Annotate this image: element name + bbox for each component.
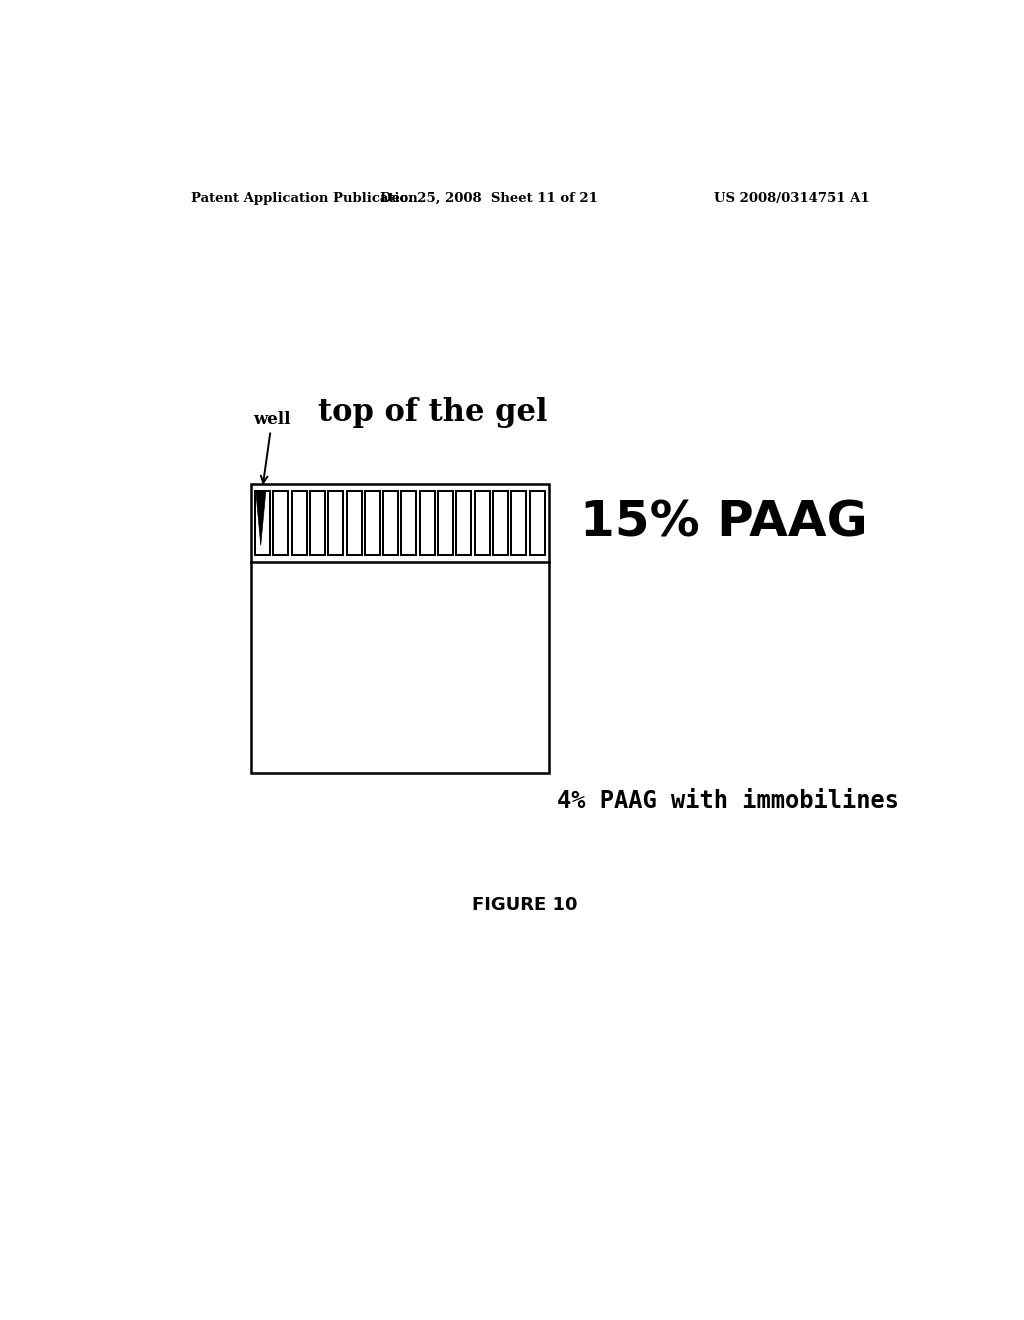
- Bar: [255, 491, 270, 554]
- Text: top of the gel: top of the gel: [318, 397, 548, 428]
- Bar: [493, 491, 508, 554]
- Bar: [457, 491, 471, 554]
- Bar: [346, 491, 361, 554]
- Bar: [310, 491, 325, 554]
- Bar: [420, 491, 435, 554]
- Text: 4% PAAG with immobilines: 4% PAAG with immobilines: [557, 788, 898, 813]
- Text: US 2008/0314751 A1: US 2008/0314751 A1: [715, 191, 870, 205]
- Bar: [529, 491, 545, 554]
- Bar: [292, 491, 306, 554]
- Text: Patent Application Publication: Patent Application Publication: [191, 191, 418, 205]
- Bar: [438, 491, 453, 554]
- Bar: [475, 491, 489, 554]
- Bar: [383, 491, 398, 554]
- Bar: [273, 491, 289, 554]
- Text: well: well: [253, 411, 291, 483]
- Polygon shape: [256, 491, 266, 545]
- Bar: [511, 491, 526, 554]
- Bar: [401, 491, 417, 554]
- Text: FIGURE 10: FIGURE 10: [472, 896, 578, 915]
- Bar: [329, 491, 343, 554]
- Bar: [251, 483, 549, 774]
- Text: Dec. 25, 2008  Sheet 11 of 21: Dec. 25, 2008 Sheet 11 of 21: [380, 191, 598, 205]
- Bar: [365, 491, 380, 554]
- Text: 15% PAAG: 15% PAAG: [581, 499, 868, 546]
